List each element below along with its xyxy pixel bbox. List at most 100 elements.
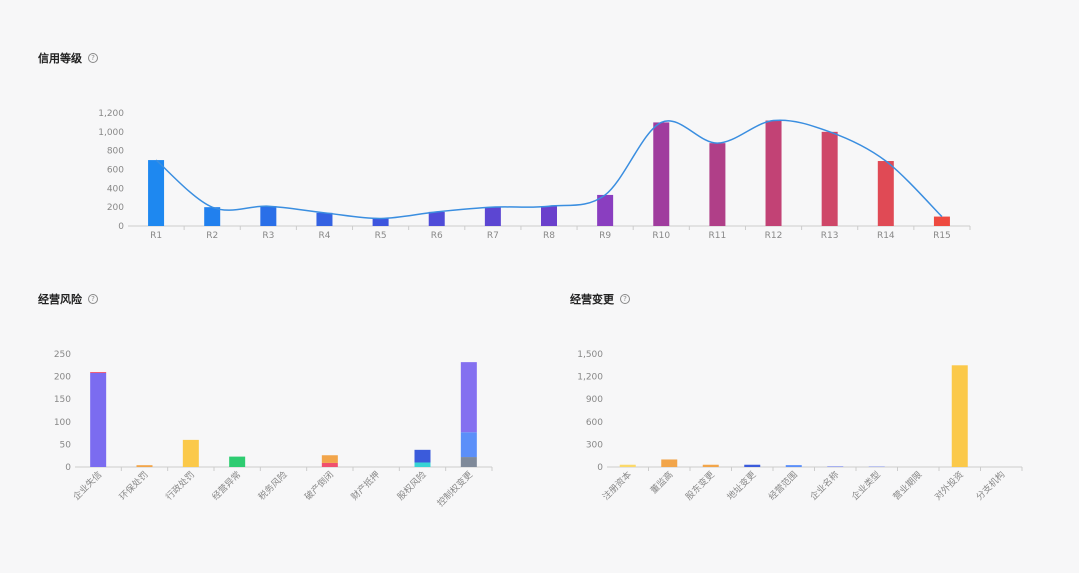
credit-y-tick-label: 0 <box>118 222 124 232</box>
credit-bar <box>484 207 501 226</box>
credit-bar <box>541 206 557 226</box>
credit-x-tick-label: R6 <box>431 231 443 241</box>
risk-y-tick-label: 50 <box>60 440 72 450</box>
credit-x-tick-label: R7 <box>487 231 499 241</box>
credit-trend-line <box>155 119 943 220</box>
risk-bar-segment <box>414 462 431 467</box>
credit-bar <box>260 206 277 226</box>
change-x-tick-label: 经营范围 <box>766 469 800 503</box>
change-x-tick-label: 股东变更 <box>683 469 717 503</box>
credit-x-tick-label: R9 <box>599 231 611 241</box>
change-bar <box>868 466 885 467</box>
question-circle-icon[interactable]: ? <box>88 294 98 304</box>
risk-bar-segment <box>90 372 107 373</box>
credit-section-title: 信用等级 ? <box>38 50 98 66</box>
risk-bar-segment <box>229 456 246 467</box>
change-y-tick-label: 0 <box>597 463 603 473</box>
change-bar <box>827 466 844 467</box>
risk-bar-segment <box>136 465 153 467</box>
change-bar <box>619 464 636 467</box>
risk-x-tick-label: 企业失信 <box>70 469 104 503</box>
risk-bar-segment <box>321 462 338 467</box>
credit-bar <box>709 143 726 226</box>
risk-x-tick-label: 税务风险 <box>256 469 290 503</box>
credit-x-tick-label: R13 <box>821 231 839 241</box>
question-circle-icon[interactable]: ? <box>88 53 98 63</box>
credit-bar <box>933 216 950 226</box>
credit-y-tick-label: 800 <box>107 147 124 157</box>
risk-y-tick-label: 250 <box>54 350 71 360</box>
risk-y-tick-label: 100 <box>54 418 71 428</box>
risk-bar-segment <box>460 362 477 433</box>
credit-bar <box>877 161 894 226</box>
risk-bar-segment <box>414 449 431 463</box>
credit-bar <box>428 211 445 226</box>
credit-x-tick-label: R2 <box>206 231 218 241</box>
risk-bar-segment <box>182 439 199 467</box>
credit-x-tick-label: R15 <box>933 231 951 241</box>
credit-y-tick-label: 600 <box>107 166 124 176</box>
change-bar <box>785 465 802 467</box>
change-y-tick-label: 900 <box>586 395 603 405</box>
credit-x-tick-label: R4 <box>318 231 330 241</box>
credit-y-tick-label: 1,000 <box>98 128 124 138</box>
risk-x-tick-label: 控制权变更 <box>435 469 475 509</box>
credit-y-tick-label: 400 <box>107 184 124 194</box>
change-x-tick-label: 对外投资 <box>932 469 966 503</box>
credit-y-tick-label: 1,200 <box>98 109 124 119</box>
credit-x-tick-label: R3 <box>262 231 274 241</box>
risk-title-text: 经营风险 <box>38 293 82 306</box>
change-x-tick-label: 董监高 <box>648 469 676 497</box>
credit-y-tick-label: 200 <box>107 203 124 213</box>
credit-bar <box>653 122 670 226</box>
change-x-tick-label: 注册资本 <box>600 469 634 503</box>
risk-x-tick-label: 经营异常 <box>209 469 243 503</box>
credit-x-tick-label: R5 <box>375 231 387 241</box>
change-chart: 03006009001,2001,500注册资本 董监高 股东变更 地址变更 经营范围企… <box>577 350 1023 503</box>
credit-bar <box>204 207 221 226</box>
risk-chart: 0 50 100 150 200 250 企业失信 环保处罚 行政处罚 经营异常 税务风险 破产倒闭财… <box>54 350 493 509</box>
change-x-tick-label: 分支机构 <box>973 469 1007 503</box>
change-bar <box>661 459 678 467</box>
credit-x-tick-label: R12 <box>765 231 783 241</box>
risk-x-tick-label: 破产倒闭 <box>302 469 336 503</box>
risk-bar-segment <box>90 372 107 467</box>
credit-x-tick-label: R10 <box>652 231 670 241</box>
credit-bar <box>821 131 838 226</box>
risk-x-tick-label: 行政处罚 <box>163 469 197 503</box>
change-y-tick-label: 1,500 <box>577 350 603 360</box>
credit-title-text: 信用等级 <box>38 52 82 65</box>
change-x-tick-label: 企业名称 <box>807 469 841 503</box>
change-section-title: 经营变更 ? <box>570 291 630 307</box>
change-bar <box>951 365 968 467</box>
risk-y-tick-label: 200 <box>54 373 71 383</box>
credit-x-tick-label: R14 <box>877 231 895 241</box>
risk-section-title: 经营风险 ? <box>38 291 98 307</box>
risk-bar-segment <box>460 457 477 467</box>
risk-bar-segment <box>460 432 477 458</box>
credit-bar <box>765 120 782 226</box>
risk-y-tick-label: 150 <box>54 395 71 405</box>
question-circle-icon[interactable]: ? <box>620 294 630 304</box>
credit-chart: 0 200 400 600 800 1,000 1,200 R1 R2 R3 R4 R5 R6 R7 R8 R… <box>98 109 971 241</box>
change-x-tick-label: 营业期限 <box>890 469 924 503</box>
credit-bar <box>148 160 165 226</box>
credit-x-tick-label: R1 <box>150 231 162 241</box>
change-title-text: 经营变更 <box>570 293 614 306</box>
change-bar <box>702 464 719 467</box>
change-x-tick-label: 地址变更 <box>724 469 758 503</box>
credit-x-tick-label: R11 <box>709 231 727 241</box>
credit-bar <box>372 218 389 226</box>
change-bar <box>744 464 761 467</box>
change-y-tick-label: 600 <box>586 418 603 428</box>
risk-y-tick-label: 0 <box>65 463 71 473</box>
risk-x-tick-label: 股权风险 <box>395 469 429 503</box>
credit-x-tick-label: R8 <box>543 231 555 241</box>
credit-bar <box>597 194 614 226</box>
change-y-tick-label: 300 <box>586 440 603 450</box>
risk-x-tick-label: 环保处罚 <box>117 469 151 503</box>
risk-bar-segment <box>321 455 338 463</box>
change-y-tick-label: 1,200 <box>577 373 603 383</box>
change-x-tick-label: 企业类型 <box>849 469 883 503</box>
